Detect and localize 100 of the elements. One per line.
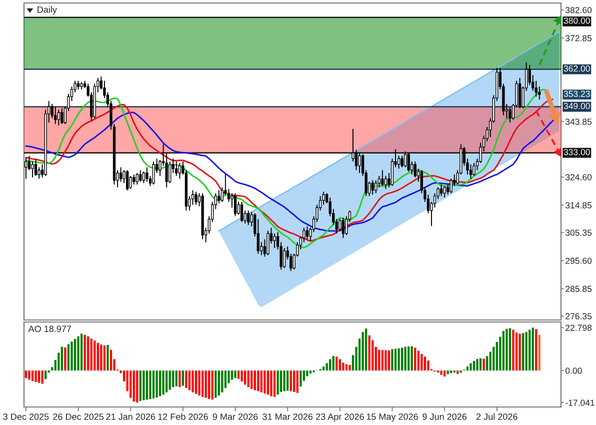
bar xyxy=(103,346,106,371)
bar xyxy=(408,346,410,371)
bar xyxy=(142,370,145,400)
bar xyxy=(182,370,184,386)
bar xyxy=(329,359,332,371)
bar xyxy=(515,332,518,371)
y-tick-label: -17.041 xyxy=(566,400,594,406)
bar xyxy=(94,340,96,371)
bar xyxy=(332,356,334,371)
bar xyxy=(398,348,400,371)
x-tick-label: 3 Dec 2025 xyxy=(3,413,49,420)
bar xyxy=(247,370,250,388)
bar xyxy=(185,370,188,388)
bar xyxy=(381,350,384,371)
bar xyxy=(230,370,234,380)
bar xyxy=(60,346,64,371)
bar xyxy=(44,370,47,380)
bar xyxy=(90,338,92,371)
bar xyxy=(168,370,171,390)
bar xyxy=(300,370,302,386)
bar xyxy=(296,370,298,393)
bar xyxy=(237,370,240,379)
bar xyxy=(270,370,272,396)
annotation: AO 18.977 xyxy=(28,326,72,332)
candlestick xyxy=(34,158,38,176)
bar xyxy=(424,356,426,371)
bar xyxy=(525,332,528,371)
bar xyxy=(326,363,328,371)
bar xyxy=(77,336,80,371)
bar xyxy=(162,370,164,395)
bar xyxy=(414,348,416,371)
x-tick-label: 21 Jan 2026 xyxy=(106,413,156,420)
bar xyxy=(365,328,368,371)
bar xyxy=(38,370,40,383)
bar xyxy=(192,370,194,392)
bar xyxy=(446,370,449,374)
bar xyxy=(506,328,508,371)
bar xyxy=(156,370,158,398)
bar xyxy=(293,370,296,392)
bar xyxy=(417,350,420,371)
bar xyxy=(221,370,224,392)
bar xyxy=(250,370,253,389)
bar xyxy=(466,366,469,371)
bar xyxy=(273,370,276,397)
bar xyxy=(234,370,236,378)
y-tick-label: 285.85 xyxy=(566,286,592,292)
bar xyxy=(149,370,152,400)
bar xyxy=(404,346,406,371)
bar xyxy=(342,362,344,371)
bar xyxy=(257,370,260,392)
bar xyxy=(470,363,472,371)
bar xyxy=(28,370,30,380)
x-tick-label: 2 Jul 2026 xyxy=(476,413,518,420)
bar xyxy=(427,360,430,371)
bar xyxy=(24,370,28,378)
bar xyxy=(309,370,312,374)
bar xyxy=(188,370,191,390)
bar xyxy=(110,350,112,371)
x-tick-label: 9 Jun 2026 xyxy=(422,413,467,420)
bar xyxy=(208,370,210,399)
x-tick-label: 12 Feb 2026 xyxy=(158,413,208,420)
bar xyxy=(512,330,514,371)
bar xyxy=(67,344,70,371)
bar xyxy=(440,370,442,375)
bar xyxy=(286,370,289,391)
bar xyxy=(106,344,109,371)
bar xyxy=(378,350,380,371)
bar xyxy=(388,350,390,371)
bar xyxy=(74,338,76,371)
bar xyxy=(80,334,83,371)
bar xyxy=(41,370,44,384)
bar xyxy=(266,370,270,395)
bar xyxy=(538,334,540,371)
bar xyxy=(368,335,370,371)
x-tick-label: 26 Dec 2025 xyxy=(53,413,104,420)
bar xyxy=(532,328,534,371)
bar xyxy=(211,370,214,400)
bar xyxy=(244,370,246,385)
bar xyxy=(338,359,341,371)
bar xyxy=(348,364,351,371)
candlestick xyxy=(24,156,28,180)
bar xyxy=(290,370,292,392)
bar xyxy=(198,370,200,396)
bar xyxy=(472,360,476,371)
bar xyxy=(175,370,178,386)
bar xyxy=(70,342,73,371)
bar xyxy=(400,348,404,371)
x-tick-label: 9 Mar 2026 xyxy=(212,413,258,420)
bar xyxy=(240,370,243,382)
bar xyxy=(276,370,279,395)
y-tick-label: 276.35 xyxy=(566,313,592,320)
bar xyxy=(384,350,387,371)
bar xyxy=(31,370,34,382)
bar xyxy=(479,358,482,371)
bar xyxy=(146,370,148,400)
bar xyxy=(336,356,338,371)
bar xyxy=(362,332,364,371)
bar xyxy=(391,349,394,371)
bar xyxy=(528,330,531,371)
bar xyxy=(136,370,138,402)
